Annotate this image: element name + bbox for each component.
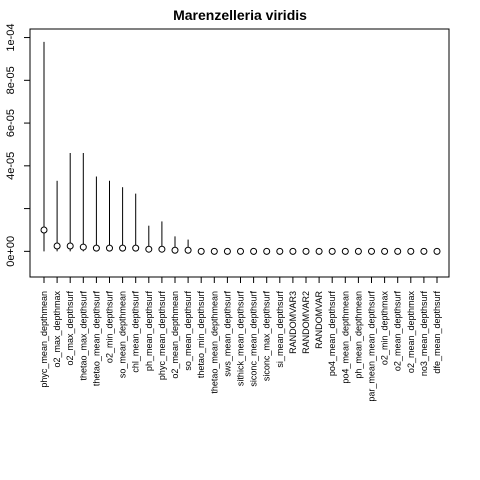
plot-frame xyxy=(29,28,450,278)
data-point xyxy=(92,244,100,252)
x-tick-label: RANDOMVAR2 xyxy=(301,291,311,354)
data-point xyxy=(250,247,258,255)
data-point xyxy=(354,247,362,255)
x-tick-label: dfe_mean_depthsurf xyxy=(432,291,442,374)
data-point xyxy=(66,242,74,250)
x-tick-label: no3_mean_depthsurf xyxy=(419,291,429,377)
data-point xyxy=(53,242,61,250)
data-point xyxy=(328,247,336,255)
x-tick-label: o2_min_depthsurf xyxy=(105,291,115,364)
data-point xyxy=(302,247,310,255)
data-point xyxy=(145,245,153,253)
x-tick-label: phyc_mean_depthsurf xyxy=(157,291,167,381)
y-tick-label: 6e-05 xyxy=(5,109,17,137)
x-tick-label: ph_mean_depthmean xyxy=(353,291,363,379)
x-tick-label: thetao_max_depthsurf xyxy=(78,291,88,381)
data-point xyxy=(263,247,271,255)
data-point xyxy=(171,246,179,254)
x-tick-label: o2_mean_depthmax xyxy=(406,291,416,374)
data-point xyxy=(289,247,297,255)
x-tick-label: sws_mean_depthsurf xyxy=(222,291,232,377)
x-tick-label: thetao_min_depthsurf xyxy=(196,291,206,379)
x-tick-label: o2_max_depthsurf xyxy=(65,291,75,366)
y-tick-label: 1e-04 xyxy=(5,23,17,51)
y-tick-label: 0e+00 xyxy=(5,236,17,267)
data-point xyxy=(106,244,113,252)
data-point xyxy=(79,243,87,251)
data-point xyxy=(237,247,244,255)
x-tick-label: po4_mean_depthsurf xyxy=(327,291,337,377)
x-tick-label: o2_mean_depthsurf xyxy=(393,291,403,372)
y-axis: 0e+00 4e-05 6e-05 8e-05 1e-04 xyxy=(5,23,30,267)
x-axis: phyc_mean_depthmean o2_max_depthmax o2_max… xyxy=(39,277,442,402)
y-tick-label: 4e-05 xyxy=(5,152,17,180)
data-point xyxy=(368,247,375,255)
x-tick-label: o2_mean_depthmean xyxy=(170,291,180,379)
data-point xyxy=(197,247,205,255)
x-tick-label: o2_max_depthmax xyxy=(52,291,62,368)
data-point xyxy=(210,247,218,255)
x-tick-label: ph_mean_depthsurf xyxy=(144,291,154,372)
data-point xyxy=(223,247,231,255)
data-point xyxy=(40,226,48,234)
data-point xyxy=(184,246,192,254)
x-tick-label: si_mean_depthsurf xyxy=(275,291,285,368)
x-tick-label: RANDOMVAR3 xyxy=(288,291,298,354)
data-point xyxy=(407,247,415,255)
data-point xyxy=(158,245,166,253)
data-point xyxy=(381,247,389,255)
data-point xyxy=(132,244,140,252)
data-point xyxy=(420,247,428,255)
data-point xyxy=(433,247,441,255)
x-tick-label: po4_mean_depthmean xyxy=(340,291,350,384)
data-point xyxy=(315,247,323,255)
x-tick-label: so_mean_depthsurf xyxy=(183,291,193,371)
x-tick-label: thetao_mean_depthsurf xyxy=(91,291,101,387)
x-tick-label: RANDOMVAR xyxy=(314,291,324,349)
data-point xyxy=(276,247,284,255)
x-tick-label: siconc_max_depthsurf xyxy=(262,291,272,382)
data-point xyxy=(394,247,402,255)
x-tick-label: o2_min_depthmax xyxy=(380,291,390,366)
x-tick-label: so_mean_depthmean xyxy=(118,291,128,378)
chart-marks xyxy=(40,41,441,255)
data-point xyxy=(119,244,127,252)
chart-title: Marenzelleria viridis xyxy=(173,7,307,23)
data-point xyxy=(341,247,349,255)
x-tick-label: par_mean_mean_depthsurf xyxy=(367,291,377,402)
x-tick-label: chl_mean_depthsurf xyxy=(131,291,141,373)
x-tick-label: sithick_mean_depthsurf xyxy=(236,291,246,387)
y-tick-label: 8e-05 xyxy=(5,66,17,94)
x-tick-label: phyc_mean_depthmean xyxy=(39,291,49,388)
x-tick-label: thetao_mean_depthmean xyxy=(209,291,219,394)
x-tick-label: siconc_mean_depthsurf xyxy=(249,291,259,387)
